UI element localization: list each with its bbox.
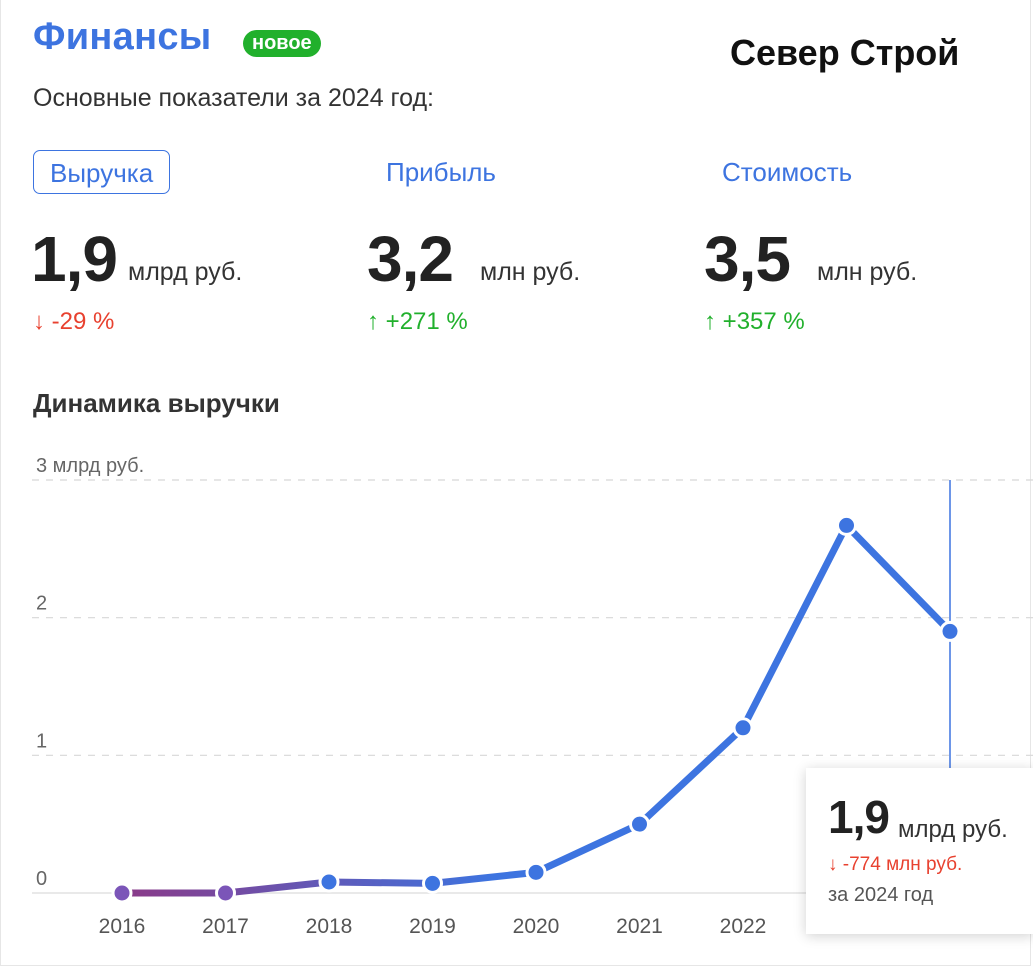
data-point xyxy=(629,813,650,835)
profit-unit: млн руб. xyxy=(480,258,581,286)
x-tick-label: 2021 xyxy=(616,915,663,938)
value-change-value: +357 % xyxy=(722,308,805,335)
arrow-down-icon: ↓ xyxy=(828,854,838,875)
profit-value: 3,2 xyxy=(367,223,454,295)
tab-value[interactable]: Стоимость xyxy=(722,157,853,187)
y-tick-label: 1 xyxy=(36,730,47,752)
chart-title: Динамика выручки xyxy=(33,388,280,418)
x-tick-label: 2017 xyxy=(202,915,249,938)
value-unit: млн руб. xyxy=(817,258,918,286)
tab-revenue[interactable]: Выручка xyxy=(33,150,171,194)
y-tick-label: 3 млрд руб. xyxy=(36,455,144,477)
tooltip-change: ↓ -774 млн руб. xyxy=(828,854,962,876)
tooltip-change-value: -774 млн руб. xyxy=(842,854,963,875)
revenue-value: 1,9 xyxy=(31,223,118,295)
y-tick-label: 2 xyxy=(36,593,47,615)
data-point xyxy=(732,717,754,739)
revenue-unit: млрд руб. xyxy=(128,258,243,286)
data-point xyxy=(836,514,857,536)
x-tick-label: 2019 xyxy=(409,915,456,938)
value-change: ↑ +357 % xyxy=(704,308,805,336)
tooltip-value: 1,9 xyxy=(828,791,890,843)
x-tick-label: 2016 xyxy=(99,915,146,938)
arrow-up-icon: ↑ xyxy=(367,308,379,335)
subtitle: Основные показатели за 2024 год: xyxy=(33,84,435,112)
data-point xyxy=(318,871,340,893)
data-point xyxy=(215,882,236,904)
revenue-chart[interactable]: 0 1 2 3 млрд руб. 2016 2017 2018 2019 2020 2021 20… xyxy=(0,440,1033,968)
data-point xyxy=(939,620,961,642)
data-point xyxy=(111,882,133,904)
revenue-change-value: -29 % xyxy=(51,308,115,335)
tab-profit[interactable]: Прибыль xyxy=(386,157,496,187)
chart-tooltip: 1,9 млрд руб. ↓ -774 млн руб. за 2024 го… xyxy=(806,768,1033,934)
arrow-down-icon: ↓ xyxy=(33,308,45,335)
profit-change: ↑ +271 % xyxy=(367,308,468,336)
revenue-change: ↓ -29 % xyxy=(33,308,114,336)
y-tick-label: 0 xyxy=(36,868,47,890)
tooltip-period: за 2024 год xyxy=(828,884,934,906)
x-tick-label: 2020 xyxy=(513,915,560,938)
value-value: 3,5 xyxy=(704,223,791,295)
arrow-up-icon: ↑ xyxy=(704,308,716,335)
x-tick-label: 2018 xyxy=(306,915,353,938)
company-name: Север Строй xyxy=(730,32,960,73)
x-tick-label: 2022 xyxy=(720,915,767,938)
data-point xyxy=(422,872,443,894)
data-point xyxy=(525,861,547,883)
new-badge: новое xyxy=(243,30,321,57)
profit-change-value: +271 % xyxy=(385,308,468,335)
tooltip-unit: млрд руб. xyxy=(898,816,1008,843)
page-title: Финансы xyxy=(33,16,212,58)
